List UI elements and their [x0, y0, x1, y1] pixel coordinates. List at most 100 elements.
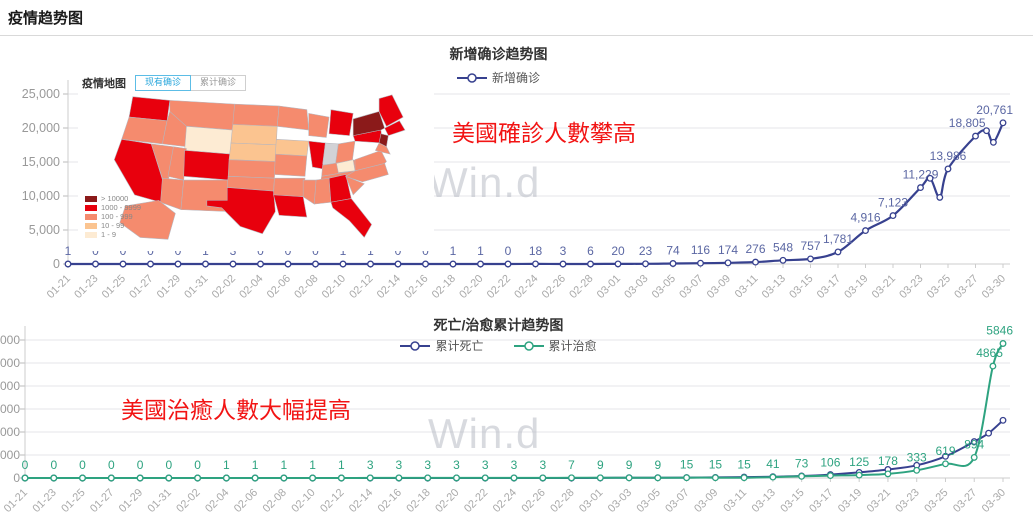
- map-state-MS[interactable]: [302, 179, 317, 205]
- legend-item-cumulative-cured[interactable]: 累计治愈: [513, 337, 597, 354]
- data-point-label: 178: [878, 454, 898, 468]
- map-legend-item: > 10000: [85, 195, 141, 203]
- map-state-TX[interactable]: [206, 187, 276, 235]
- data-point-label: 333: [907, 450, 927, 464]
- x-axis-label: 03-27: [952, 273, 980, 300]
- x-axis-label: 03-30: [980, 273, 1008, 300]
- data-point-marker: [21, 474, 29, 482]
- data-point-label: 1: [450, 244, 457, 258]
- map-state-SD[interactable]: [230, 124, 278, 146]
- x-axis-label: 02-20: [433, 487, 461, 515]
- data-point-marker: [449, 260, 457, 268]
- map-state-MO[interactable]: [274, 153, 308, 177]
- x-axis-label: 03-30: [980, 487, 1008, 515]
- data-point-label: 7,123: [878, 196, 908, 210]
- map-state-KS[interactable]: [227, 159, 276, 179]
- data-point-label: 116: [691, 243, 710, 257]
- x-axis-label: 02-04: [237, 273, 265, 300]
- data-point-label: 106: [820, 456, 840, 470]
- x-axis-label: 03-27: [951, 487, 979, 515]
- data-point-marker: [202, 260, 209, 268]
- x-axis-label: 03-01: [595, 273, 623, 300]
- map-state-MI[interactable]: [328, 109, 354, 136]
- map-legend-label: > 10000: [101, 194, 129, 203]
- data-point-marker: [999, 416, 1007, 424]
- map-state-WV[interactable]: [336, 159, 356, 173]
- map-state-OR[interactable]: [121, 116, 168, 145]
- data-point-label: 0: [165, 458, 172, 472]
- map-legend-swatch: [85, 232, 97, 238]
- data-point-label: 0: [22, 458, 29, 472]
- data-point-label: 15: [737, 458, 751, 472]
- map-state-MA[interactable]: [384, 120, 406, 136]
- tab-cumulative-confirmed[interactable]: 累计确诊: [191, 75, 247, 91]
- map-legend-swatch: [85, 205, 97, 211]
- tab-current-confirmed[interactable]: 现有确诊: [135, 75, 192, 91]
- x-axis-label: 03-07: [677, 273, 705, 300]
- data-point-marker: [798, 472, 806, 480]
- map-state-MD[interactable]: [374, 142, 391, 155]
- data-point-marker: [559, 260, 567, 268]
- y-axis-label: 20,000: [22, 121, 60, 135]
- map-state-NY[interactable]: [352, 111, 385, 136]
- line-marker-icon: [456, 72, 487, 83]
- map-state-AR[interactable]: [273, 177, 306, 197]
- data-point-label: 1: [477, 244, 484, 258]
- map-state-VA[interactable]: [354, 150, 387, 172]
- us-choropleth-map: [113, 94, 406, 240]
- legend-item-cumulative-death[interactable]: 累计死亡: [400, 337, 484, 354]
- data-point-marker: [312, 260, 319, 268]
- map-state-FL[interactable]: [330, 198, 373, 238]
- x-axis-label: 02-06: [265, 273, 293, 300]
- map-state-AL[interactable]: [313, 177, 332, 205]
- x-axis-label: 03-25: [922, 487, 950, 515]
- map-state-WY[interactable]: [184, 126, 234, 155]
- map-state-ND[interactable]: [232, 103, 280, 127]
- data-point-label: 276: [745, 242, 765, 256]
- data-point-label: 1: [65, 244, 72, 258]
- x-axis-label: 03-03: [606, 487, 634, 515]
- map-state-AK[interactable]: [119, 200, 176, 240]
- map-tab-group: 现有确诊 累计确诊: [135, 75, 247, 91]
- data-point-marker: [510, 474, 518, 482]
- x-axis-label: 03-07: [663, 487, 691, 515]
- map-color-legend: > 10000 1000 - 9999 100 - 999 10 - 99 1 - 9: [85, 194, 141, 239]
- data-point-marker: [339, 260, 347, 268]
- data-point-label: 3: [560, 244, 567, 258]
- map-state-SC[interactable]: [345, 175, 365, 196]
- x-axis-label: 02-12: [347, 273, 375, 300]
- x-axis-label: 03-09: [705, 273, 733, 300]
- map-state-LA[interactable]: [273, 194, 308, 218]
- x-axis-label: 03-17: [807, 487, 835, 515]
- data-point-label: 0: [194, 458, 201, 472]
- map-state-CO[interactable]: [183, 150, 232, 181]
- map-state-MN[interactable]: [276, 105, 310, 131]
- data-point-label: 9: [597, 458, 604, 472]
- map-legend-label: 1000 - 9999: [101, 203, 142, 212]
- legend-item-new-confirmed[interactable]: 新增确诊: [456, 69, 540, 86]
- data-point-label: 73: [795, 456, 809, 470]
- map-state-NE[interactable]: [228, 142, 277, 162]
- data-point-marker: [884, 470, 892, 478]
- map-state-WI[interactable]: [308, 113, 330, 138]
- x-axis-label: 02-16: [402, 273, 430, 300]
- x-axis-label: 02-28: [567, 273, 595, 300]
- data-point-label: 6: [587, 244, 594, 258]
- map-state-WA[interactable]: [128, 96, 171, 122]
- map-state-IL[interactable]: [308, 140, 326, 170]
- data-point-marker: [422, 260, 429, 268]
- x-axis-label: 03-15: [778, 487, 806, 515]
- map-legend-swatch: [85, 223, 97, 229]
- data-point-label: 15: [709, 458, 723, 472]
- x-axis-label: 03-05: [650, 273, 678, 300]
- data-point-marker: [807, 255, 814, 263]
- map-state-IA[interactable]: [275, 139, 310, 157]
- x-axis-label: 02-08: [292, 273, 320, 300]
- data-point-label: 1: [338, 458, 345, 472]
- data-point-marker: [596, 474, 604, 482]
- page-title: 疫情趋势图: [8, 10, 84, 27]
- y-axis-label: 15,000: [22, 155, 60, 169]
- x-axis-label: 01-27: [88, 487, 116, 515]
- map-state-NE1[interactable]: [378, 94, 404, 127]
